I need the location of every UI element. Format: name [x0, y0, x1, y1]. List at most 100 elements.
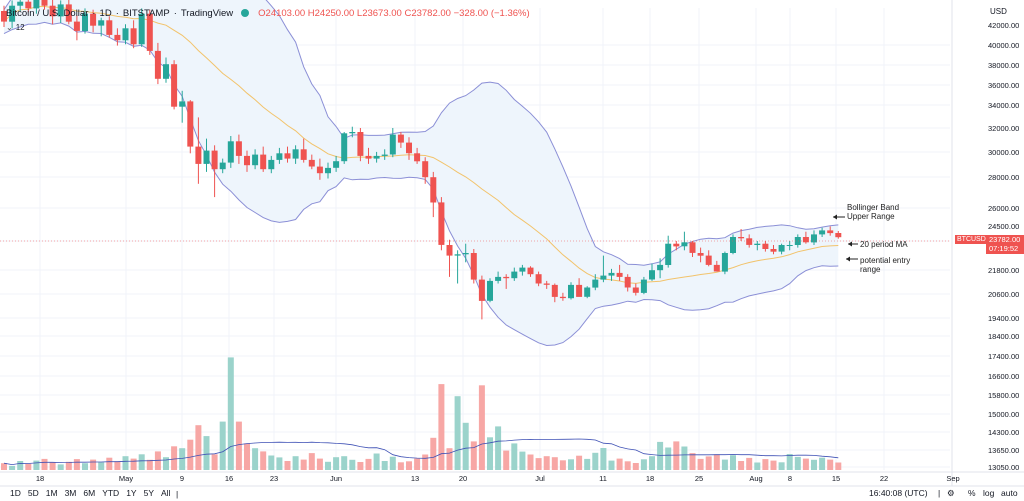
candle-body[interactable] — [811, 234, 817, 243]
candle-body[interactable] — [373, 155, 380, 159]
candle-body[interactable] — [1, 11, 7, 22]
candle-body[interactable] — [73, 21, 80, 31]
candle-body[interactable] — [487, 280, 493, 301]
settings-icon[interactable]: ⚙ — [947, 488, 955, 498]
candle-body[interactable] — [122, 28, 129, 41]
candle-body[interactable] — [786, 245, 793, 246]
candle-body[interactable] — [25, 1, 32, 9]
candle-body[interactable] — [527, 267, 534, 275]
candle-body[interactable] — [130, 28, 137, 45]
candle-body[interactable] — [397, 134, 404, 143]
candle-body[interactable] — [203, 150, 210, 164]
candle-body[interactable] — [551, 284, 558, 297]
symbol-name[interactable]: Bitcoin / U.S. Dollar — [6, 7, 89, 19]
timeframe-button[interactable]: 1M — [45, 488, 58, 498]
candle-body[interactable] — [649, 270, 655, 280]
candle-body[interactable] — [584, 287, 591, 297]
candle-body[interactable] — [681, 242, 688, 247]
candle-body[interactable] — [316, 166, 323, 174]
candle-body[interactable] — [41, 0, 48, 6]
candle-body[interactable] — [414, 153, 421, 162]
candle-body[interactable] — [835, 233, 842, 238]
candle-body[interactable] — [454, 254, 461, 256]
candle-body[interactable] — [114, 34, 121, 41]
candle-body[interactable] — [657, 264, 664, 271]
candle-body[interactable] — [632, 287, 639, 293]
candle-body[interactable] — [300, 149, 307, 160]
candle-body[interactable] — [754, 243, 761, 245]
candle-body[interactable] — [235, 141, 242, 156]
candle-body[interactable] — [430, 177, 437, 203]
log-toggle[interactable]: log — [983, 488, 995, 498]
candle-body[interactable] — [462, 253, 469, 255]
candle-body[interactable] — [357, 132, 364, 156]
timeframe-button[interactable]: 5D — [27, 488, 39, 498]
candle-body[interactable] — [90, 13, 97, 26]
indicator-legend[interactable]: ⌄ 12 — [6, 23, 25, 32]
candle-body[interactable] — [349, 132, 356, 134]
candle-body[interactable] — [665, 243, 672, 265]
candle-body[interactable] — [576, 284, 583, 297]
candle-body[interactable] — [106, 20, 113, 35]
candle-body[interactable] — [673, 243, 680, 247]
candle-body[interactable] — [82, 13, 88, 31]
candle-body[interactable] — [219, 162, 226, 170]
candle-body[interactable] — [292, 149, 299, 159]
candle-body[interactable] — [268, 159, 275, 170]
timeframe-button[interactable]: 1D — [10, 488, 21, 498]
candle-body[interactable] — [640, 279, 647, 293]
timeframe-button[interactable]: YTD — [102, 488, 120, 498]
candle-body[interactable] — [9, 5, 16, 22]
timeframe-button[interactable]: 5Y — [143, 488, 154, 498]
candle-body[interactable] — [195, 146, 202, 164]
candle-body[interactable] — [187, 101, 194, 147]
candle-body[interactable] — [98, 20, 105, 26]
candle-body[interactable] — [33, 0, 40, 9]
candle-body[interactable] — [721, 253, 728, 272]
candle-body[interactable] — [276, 153, 283, 160]
candle-body[interactable] — [624, 276, 631, 288]
candle-body[interactable] — [511, 271, 518, 279]
interval-label[interactable]: 1D — [99, 7, 112, 19]
candle-body[interactable] — [163, 64, 169, 79]
candle-body[interactable] — [308, 159, 315, 167]
candle-body[interactable] — [592, 279, 599, 288]
candle-body[interactable] — [470, 253, 477, 280]
candle-body[interactable] — [341, 133, 348, 162]
candle-body[interactable] — [211, 150, 218, 170]
candle-body[interactable] — [746, 238, 753, 245]
candle-body[interactable] — [778, 245, 785, 252]
candle-body[interactable] — [730, 237, 736, 253]
candle-body[interactable] — [762, 243, 769, 249]
candle-body[interactable] — [438, 202, 445, 245]
candle-body[interactable] — [325, 167, 331, 174]
candle-body[interactable] — [446, 245, 453, 256]
timeframe-button[interactable]: 3M — [64, 488, 77, 498]
candle-body[interactable] — [543, 283, 550, 285]
candle-body[interactable] — [697, 253, 704, 256]
candle-body[interactable] — [171, 64, 178, 107]
candle-body[interactable] — [495, 276, 502, 281]
candle-body[interactable] — [600, 275, 607, 280]
candle-body[interactable] — [284, 153, 291, 159]
timeframe-button[interactable]: 6M — [83, 488, 96, 498]
candle-body[interactable] — [568, 284, 574, 299]
candle-body[interactable] — [794, 237, 801, 245]
candle-body[interactable] — [738, 237, 745, 239]
candle-body[interactable] — [389, 134, 396, 155]
candle-body[interactable] — [179, 101, 186, 107]
timeframe-button[interactable]: 1Y — [126, 488, 137, 498]
candle-body[interactable] — [705, 255, 712, 265]
candle-body[interactable] — [65, 4, 72, 22]
candle-body[interactable] — [616, 272, 623, 277]
candle-body[interactable] — [559, 296, 566, 299]
percent-toggle[interactable]: % — [968, 488, 976, 498]
candle-body[interactable] — [138, 13, 145, 45]
candle-body[interactable] — [252, 154, 259, 166]
candle-body[interactable] — [770, 249, 777, 252]
candle-body[interactable] — [713, 264, 720, 272]
candle-body[interactable] — [608, 272, 615, 276]
candle-body[interactable] — [381, 154, 388, 156]
candle-body[interactable] — [17, 1, 24, 6]
candle-body[interactable] — [154, 50, 161, 79]
